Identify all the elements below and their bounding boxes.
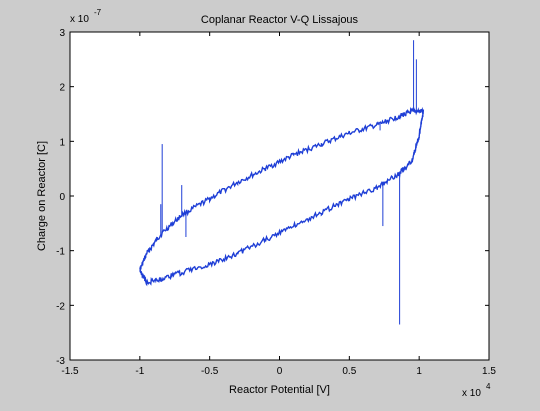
x-tick-label: -0.5 [201, 366, 219, 377]
y-tick-label: -2 [56, 301, 65, 312]
x-multiplier-base: x 10 [462, 388, 481, 399]
y-tick-label: -1 [56, 247, 65, 258]
chart-title: Coplanar Reactor V-Q Lissajous [201, 14, 359, 26]
x-axis-label: Reactor Potential [V] [229, 384, 330, 396]
x-tick-label: 1.5 [482, 366, 496, 377]
x-tick-label: -1 [135, 366, 144, 377]
x-tick-label: -1.5 [61, 366, 79, 377]
y-tick-label: 1 [59, 137, 65, 148]
data-layer [139, 40, 425, 325]
y-tick-label: 2 [59, 83, 65, 94]
lower-branch-trace [139, 109, 425, 287]
y-multiplier-base: x 10 [70, 14, 89, 25]
y-multiplier-exponent: -7 [94, 8, 102, 17]
y-tick-label: 0 [59, 192, 65, 203]
y-axis-label: Charge on Reactor [C] [36, 141, 48, 251]
x-multiplier-exponent: 4 [486, 382, 491, 391]
x-tick-label: 1 [416, 366, 422, 377]
x-tick-label: 0 [277, 366, 283, 377]
y-tick-label: -3 [56, 356, 65, 367]
axes-box [69, 31, 490, 361]
axes-background [70, 32, 489, 360]
x-tick-label: 0.5 [342, 366, 356, 377]
upper-branch-trace [139, 106, 425, 273]
y-tick-label: 3 [59, 28, 65, 39]
